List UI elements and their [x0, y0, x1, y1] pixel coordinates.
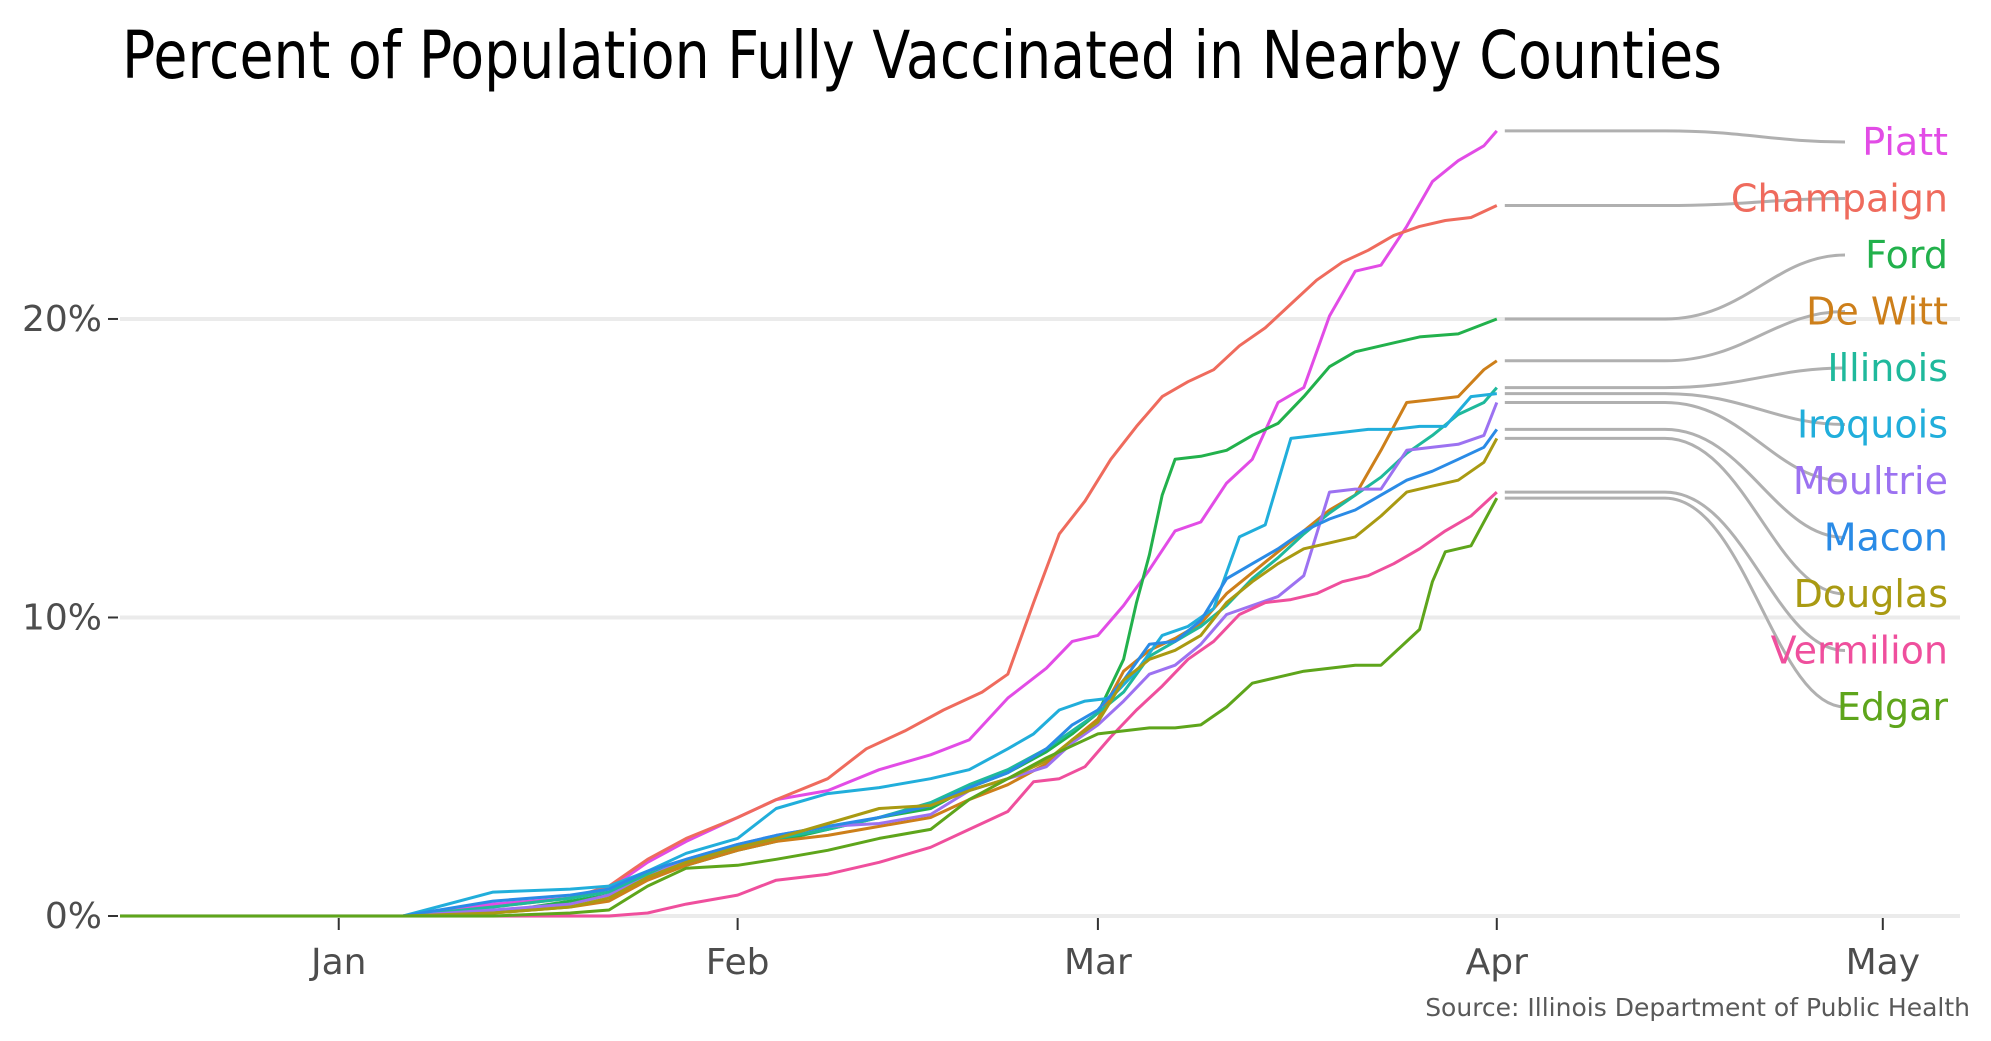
series-label-piatt: Piatt	[1862, 120, 1948, 164]
axis-ticks: 0% 10% 20% Jan Feb Mar Apr May	[22, 299, 1920, 983]
chart-title: Percent of Population Fully Vaccinated i…	[122, 17, 1722, 94]
x-tick-label: Feb	[706, 942, 770, 983]
label-leader-illinois	[1504, 366, 1846, 390]
x-tick-label: Jan	[309, 942, 367, 983]
x-tick-label: May	[1846, 942, 1920, 983]
series-label-champaign: Champaign	[1731, 177, 1948, 221]
series-label-douglas: Douglas	[1794, 572, 1948, 616]
series-labels: Piatt Champaign Ford De Witt Illinois Iroquoi…	[1731, 120, 1948, 729]
series-line-macon	[120, 428, 1499, 918]
label-leader-vermilion	[1504, 490, 1846, 652]
series-lines	[120, 129, 1499, 918]
series-line-douglas	[120, 437, 1499, 918]
series-label-edgar: Edgar	[1837, 685, 1949, 729]
source-note: Source: Illinois Department of Public He…	[1425, 993, 1970, 1022]
y-tick-label: 0%	[45, 896, 102, 937]
y-tick-label: 20%	[22, 299, 102, 340]
label-leader-moultrie	[1504, 401, 1846, 483]
series-label-macon: Macon	[1824, 516, 1948, 560]
grid-lines	[120, 316, 1960, 918]
series-line-edgar	[120, 497, 1499, 918]
series-line-champaign	[120, 204, 1498, 918]
label-leader-edgar	[1504, 496, 1846, 709]
series-label-vermilion: Vermilion	[1771, 629, 1948, 673]
y-tick-label: 10%	[22, 597, 102, 638]
series-label-de-witt: De Witt	[1806, 290, 1948, 334]
x-tick-label: Apr	[1466, 942, 1528, 983]
series-label-moultrie: Moultrie	[1793, 459, 1948, 503]
label-leader-de-witt	[1504, 310, 1846, 363]
series-line-de-witt	[120, 359, 1498, 918]
label-leader-iroquois	[1504, 392, 1846, 426]
series-label-illinois: Illinois	[1827, 346, 1948, 390]
series-line-iroquois	[120, 392, 1497, 918]
label-leader-douglas	[1504, 436, 1846, 596]
series-line-vermilion	[120, 490, 1498, 918]
label-leader-champaign	[1504, 197, 1846, 207]
series-label-iroquois: Iroquois	[1797, 403, 1948, 447]
label-leaders	[1504, 129, 1846, 709]
series-label-ford: Ford	[1865, 233, 1948, 277]
label-leader-piatt	[1504, 129, 1846, 144]
series-line-piatt	[120, 129, 1498, 918]
label-leader-macon	[1504, 427, 1846, 539]
label-leader-ford	[1504, 253, 1846, 321]
x-tick-label: Mar	[1064, 942, 1132, 983]
